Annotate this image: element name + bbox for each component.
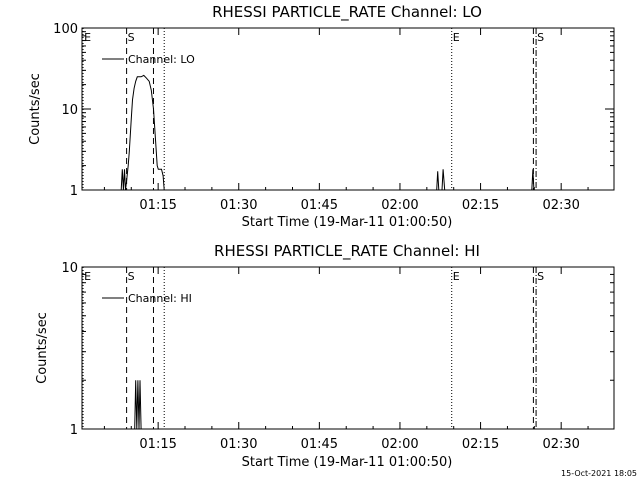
panel-hi-frame xyxy=(81,266,615,430)
panel-lo-xtick-label: 02:00 xyxy=(381,198,418,213)
panel-lo-series-line-1 xyxy=(436,169,446,191)
panel-lo-legend-label: Channel: LO xyxy=(128,53,195,66)
panel-lo-xtick-label: 01:15 xyxy=(139,198,176,213)
panel-hi-ylabel: Counts/sec xyxy=(35,312,50,384)
panel-hi-marker-label: E xyxy=(453,270,460,283)
panel-hi-legend-label: Channel: HI xyxy=(128,292,192,305)
panel-hi-xtick-label: 02:30 xyxy=(542,437,579,452)
panel-lo: RHESSI PARTICLE_RATE Channel: LO 01:15 01… xyxy=(28,3,615,230)
panel-lo-series-line-0 xyxy=(120,74,165,191)
footer-timestamp: 15-Oct-2021 18:05 xyxy=(561,469,637,478)
panel-hi-title: RHESSI PARTICLE_RATE Channel: HI xyxy=(214,242,480,261)
panel-lo-ylabel: Counts/sec xyxy=(28,73,43,145)
panel-hi-marker-label: S xyxy=(537,270,544,283)
panel-hi-ytick-label: 1 xyxy=(70,423,78,438)
panel-lo-marker-label: E xyxy=(453,31,460,44)
panel-lo-ytick-label: 10 xyxy=(61,103,78,118)
panel-lo-xtick-label: 02:30 xyxy=(542,198,579,213)
panel-lo-title: RHESSI PARTICLE_RATE Channel: LO xyxy=(212,3,482,22)
panel-lo-xtick-label: 01:30 xyxy=(220,198,257,213)
panel-hi-series-line-0 xyxy=(134,380,143,430)
panel-lo-xtick-label: 01:45 xyxy=(301,198,338,213)
panel-lo-marker-label: S xyxy=(537,31,544,44)
panel-hi-xtick-label: 01:30 xyxy=(220,437,257,452)
panel-hi: RHESSI PARTICLE_RATE Channel: HI 01:15 01… xyxy=(35,242,615,470)
panel-lo-marker-label: E xyxy=(84,31,91,44)
panel-hi-marker-label: E xyxy=(84,270,91,283)
panel-hi-ytick-label: 10 xyxy=(61,261,78,276)
panel-hi-marker-label: S xyxy=(128,270,135,283)
panel-lo-xtick-label: 02:15 xyxy=(462,198,499,213)
panel-hi-xtick-label: 01:45 xyxy=(301,437,338,452)
panel-lo-ytick-label: 100 xyxy=(53,22,78,37)
panel-hi-xtick-label: 02:15 xyxy=(462,437,499,452)
panel-hi-xtick-label: 01:15 xyxy=(139,437,176,452)
panel-hi-xlabel: Start Time (19-Mar-11 01:00:50) xyxy=(242,455,453,470)
panel-lo-xlabel: Start Time (19-Mar-11 01:00:50) xyxy=(242,215,453,230)
panel-lo-ytick-label: 1 xyxy=(70,184,78,199)
panel-hi-xtick-label: 02:00 xyxy=(381,437,418,452)
panel-lo-marker-label: S xyxy=(128,31,135,44)
panel-lo-series-line-2 xyxy=(531,169,535,191)
